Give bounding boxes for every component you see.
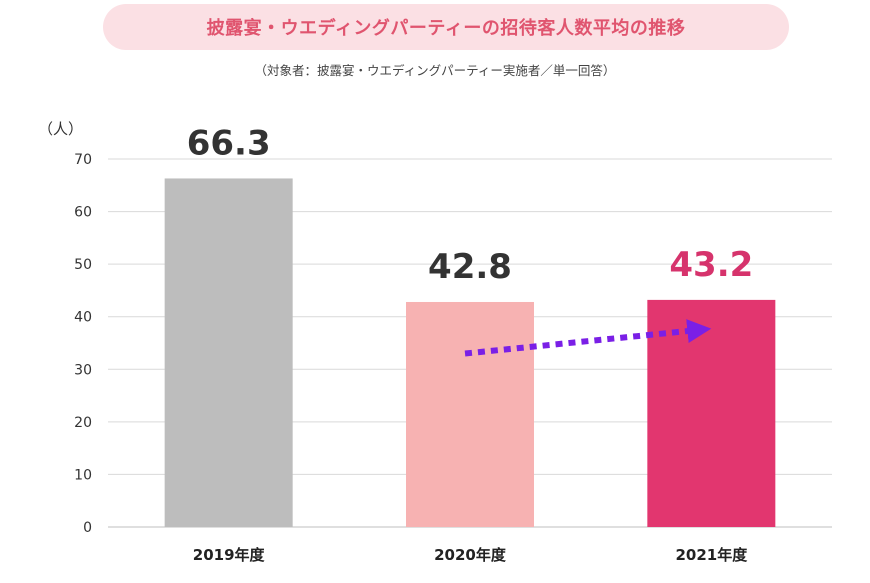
bar-2019年度 <box>164 178 293 528</box>
x-category-label: 2019年度 <box>193 546 266 564</box>
bar-2020年度 <box>406 301 534 527</box>
chart-subtitle: （対象者：披露宴・ウエディングパーティー実施者／単一回答） <box>254 63 616 78</box>
trend-arrow <box>464 319 712 357</box>
y-tick-label: 60 <box>74 205 92 221</box>
y-axis-unit-label: （人） <box>38 120 84 138</box>
y-tick-label: 40 <box>74 310 92 326</box>
value-label: 66.3 <box>187 123 271 163</box>
y-tick-label: 50 <box>74 257 92 273</box>
chart-title-pill: 披露宴・ウエディングパーティーの招待客人数平均の推移 <box>103 4 789 50</box>
y-tick-label: 20 <box>74 415 92 431</box>
value-label: 43.2 <box>669 245 753 285</box>
y-tick-label: 30 <box>74 362 92 378</box>
y-tick-label: 0 <box>83 520 92 536</box>
y-tick-label: 10 <box>74 467 92 483</box>
value-label: 42.8 <box>428 247 512 287</box>
chart-title: 披露宴・ウエディングパーティーの招待客人数平均の推移 <box>206 18 686 39</box>
y-tick-label: 70 <box>74 152 92 168</box>
bar-2021年度 <box>647 299 776 527</box>
x-category-label: 2020年度 <box>434 546 507 564</box>
x-category-label: 2021年度 <box>675 546 748 564</box>
